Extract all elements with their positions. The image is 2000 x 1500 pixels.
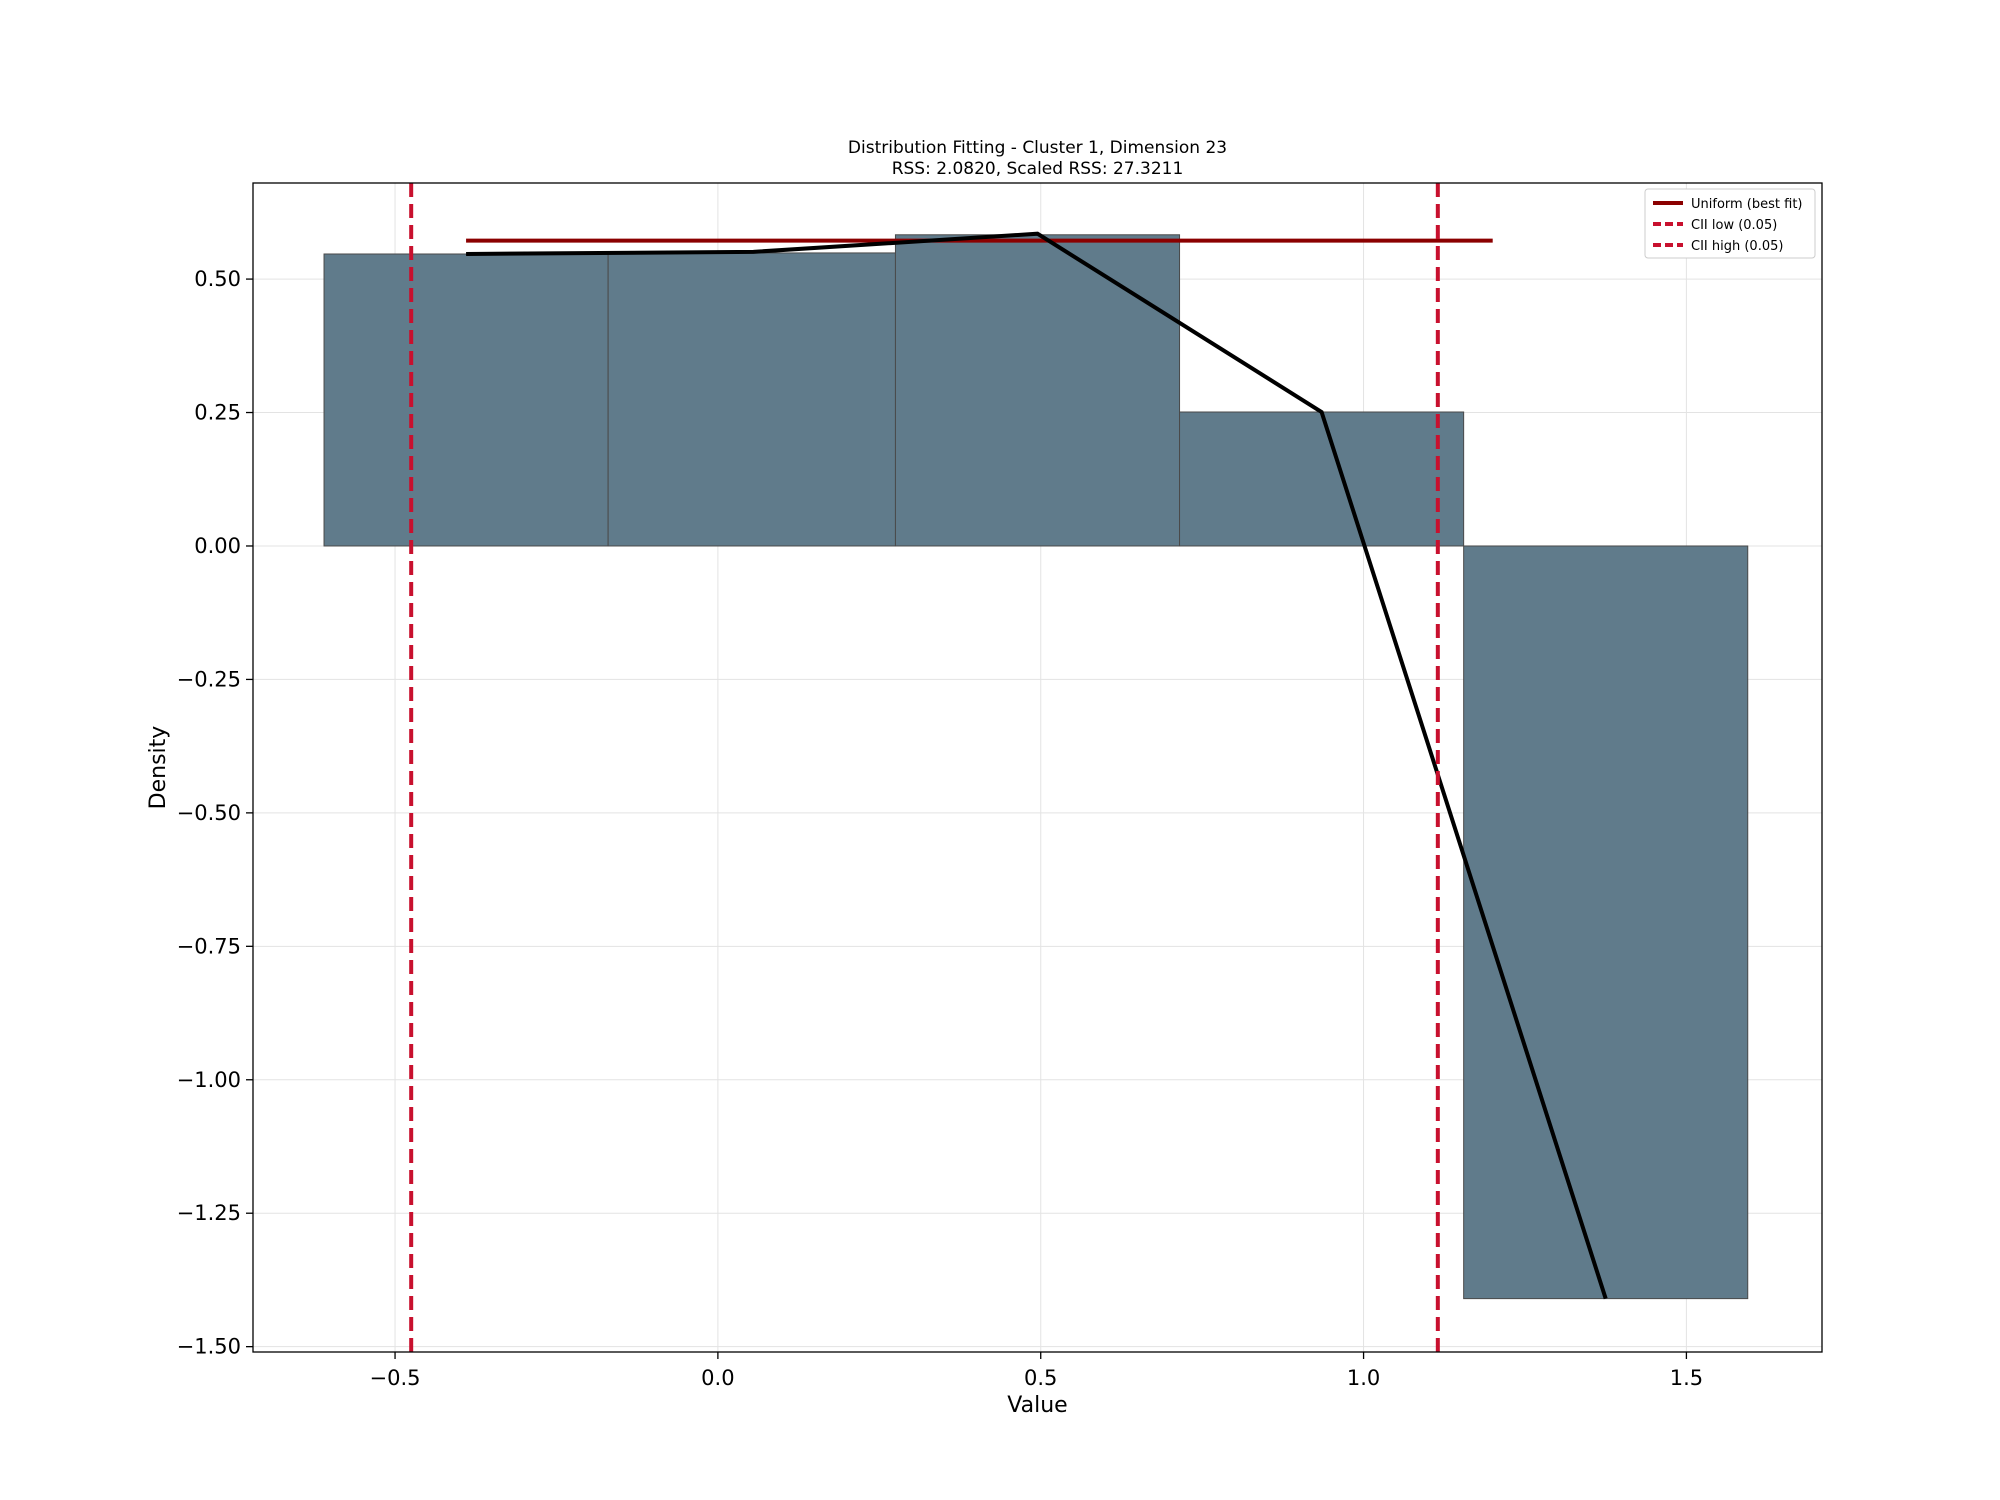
y-axis-ticks: 0.50 0.25 0.00 −0.25 −0.50 −0.75 −1.00 −1.25 −1.… [177, 267, 253, 1359]
x-tick-label: −0.5 [370, 1366, 421, 1390]
chart-title-group: Distribution Fitting - Cluster 1, Dimens… [848, 138, 1227, 179]
legend-label: Uniform (best fit) [1691, 197, 1803, 212]
legend-label: CII low (0.05) [1691, 218, 1777, 233]
histogram-bars [323, 234, 1749, 1300]
y-tick-label: −0.50 [177, 801, 241, 825]
fit-lines [409, 183, 1608, 1352]
x-axis-label: Value [1007, 1393, 1067, 1418]
y-tick-label: −0.25 [177, 667, 241, 691]
x-tick-label: 1.0 [1347, 1366, 1380, 1390]
x-axis-ticks: −0.5 0.0 0.5 1.0 1.5 [370, 1352, 1703, 1390]
legend: Uniform (best fit) CII low (0.05) CII high… [1644, 188, 1816, 259]
y-tick-label: −1.50 [177, 1335, 241, 1359]
x-tick-label: 1.5 [1670, 1366, 1703, 1390]
legend-box [1644, 188, 1816, 259]
histogram-bar [607, 252, 896, 547]
density-curve [466, 231, 1608, 1300]
histogram-bar [1179, 411, 1465, 547]
y-tick-label: −1.25 [177, 1201, 241, 1225]
y-axis-label: Density [146, 726, 171, 810]
y-tick-label: 0.25 [194, 401, 241, 425]
y-tick-label: 0.50 [194, 267, 241, 291]
chart-title: Distribution Fitting - Cluster 1, Dimens… [848, 138, 1227, 158]
histogram-bar [1463, 545, 1749, 1300]
y-tick-label: 0.00 [194, 534, 241, 558]
y-tick-label: −1.00 [177, 1068, 241, 1092]
x-tick-label: 0.5 [1024, 1366, 1057, 1390]
legend-label: CII high (0.05) [1691, 239, 1783, 254]
histogram-bar [323, 253, 609, 547]
chart-subtitle: RSS: 2.0820, Scaled RSS: 27.3211 [892, 159, 1184, 179]
plot-frame [252, 182, 1823, 1353]
x-tick-label: 0.0 [701, 1366, 734, 1390]
histogram-bar [894, 234, 1181, 547]
y-tick-label: −0.75 [177, 934, 241, 958]
